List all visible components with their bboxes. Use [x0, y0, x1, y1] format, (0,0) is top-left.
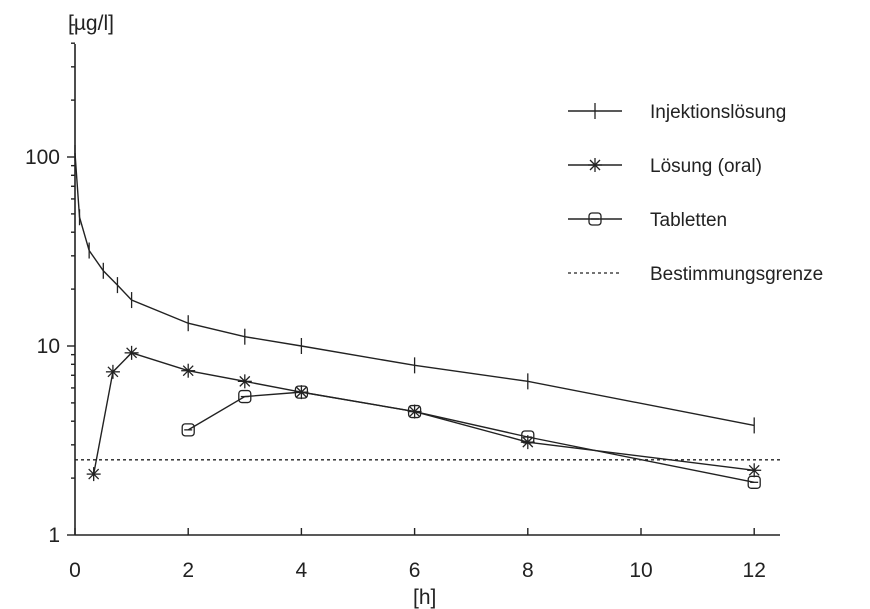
legend-entry: Lösung (oral): [568, 156, 762, 177]
legend-entry: Bestimmungsgrenze: [568, 264, 823, 285]
x-tick-label: 6: [409, 559, 421, 582]
legend-label: Injektionslösung: [650, 102, 786, 123]
series-plus: [74, 144, 755, 434]
asterisk-stroke: [589, 159, 601, 171]
asterisk-stroke: [239, 375, 251, 387]
x-tick-label: 2: [182, 559, 194, 582]
asterisk-marker: [747, 463, 762, 478]
square-box: [181, 423, 195, 437]
square-box: [521, 430, 535, 444]
asterisk-marker: [105, 364, 120, 379]
asterisk-stroke: [522, 436, 534, 448]
series-square: [181, 385, 761, 489]
legend-entry: Tabletten: [568, 210, 727, 231]
asterisk-stroke: [126, 347, 138, 359]
x-axis-label: [h]: [413, 586, 436, 609]
asterisk-marker: [237, 374, 252, 389]
square-marker: [588, 212, 602, 226]
y-tick-label: 1: [48, 524, 60, 547]
series-line: [187, 391, 755, 484]
asterisk-marker: [86, 467, 101, 482]
square-marker: [407, 404, 422, 419]
x-tick-label: 8: [522, 559, 534, 582]
legend-entry: Injektionslösung: [568, 102, 786, 123]
square-box: [588, 212, 602, 226]
square-box: [407, 404, 422, 419]
x-tick-label: 10: [629, 559, 652, 582]
series-line: [74, 152, 755, 427]
legend-label: Bestimmungsgrenze: [650, 264, 823, 285]
y-tick-label: 100: [25, 146, 60, 169]
square-marker: [238, 389, 252, 404]
asterisk-stroke: [748, 464, 760, 476]
asterisk-marker: [588, 158, 602, 172]
x-tick-label: 4: [296, 559, 308, 582]
asterisk-stroke: [88, 468, 100, 480]
square-box: [238, 389, 252, 404]
square-marker: [747, 475, 761, 489]
asterisk-stroke: [182, 365, 194, 377]
y-axis-label: [µg/l]: [68, 12, 114, 35]
y-tick-label: 10: [37, 335, 60, 358]
legend-label: Lösung (oral): [650, 156, 762, 177]
asterisk-marker: [181, 363, 196, 378]
square-box: [747, 475, 761, 489]
square-marker: [521, 430, 535, 444]
x-tick-label: 0: [69, 559, 81, 582]
x-tick-label: 12: [743, 559, 766, 582]
square-box: [294, 385, 309, 399]
legend-label: Tabletten: [650, 210, 727, 231]
square-marker: [294, 385, 309, 399]
asterisk-stroke: [107, 366, 119, 378]
asterisk-marker: [124, 345, 139, 360]
square-marker: [181, 423, 195, 437]
